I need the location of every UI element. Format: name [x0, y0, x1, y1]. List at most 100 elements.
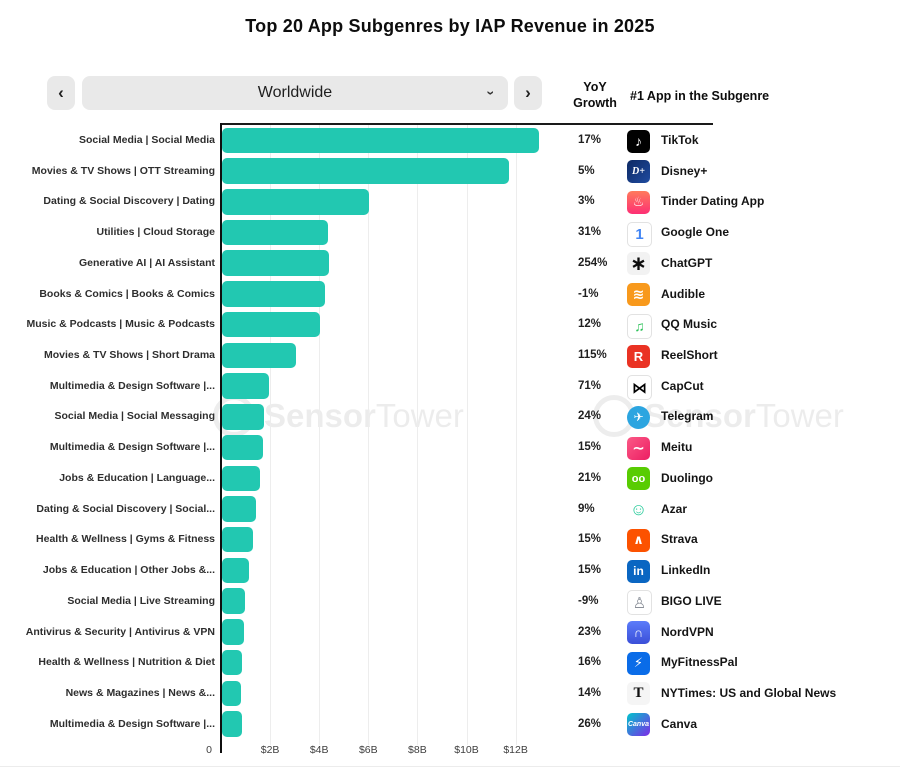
app-name: CapCut: [661, 378, 704, 393]
app-name: Canva: [661, 716, 698, 731]
x-tick-label: $12B: [503, 744, 528, 756]
yoy-growth-header: YoY Growth: [567, 79, 623, 111]
category-label: Health & Wellness | Nutrition & Diet: [38, 656, 215, 669]
app-name: QQ Music: [661, 317, 718, 332]
yoy-growth-header-line2: Growth: [573, 96, 617, 110]
tinder-icon: ♨: [627, 190, 650, 214]
yoy-growth-value: 17%: [578, 134, 602, 146]
category-label: Social Media | Social Messaging: [54, 410, 216, 423]
app-name: NYTimes: US and Global News: [661, 685, 837, 700]
revenue-bar: [222, 219, 328, 246]
revenue-bar: [222, 619, 245, 645]
revenue-bar: [222, 342, 296, 369]
reelshort-icon: R: [627, 344, 650, 368]
yoy-growth-value: 71%: [578, 379, 602, 392]
gridline: [319, 125, 321, 745]
region-selector[interactable]: Worldwide ›: [82, 76, 508, 110]
yoy-growth-value: 14%: [578, 686, 602, 699]
yoy-growth-value: 15%: [578, 441, 602, 454]
yoy-growth-value: 16%: [578, 656, 602, 669]
app-name: Meitu: [661, 440, 693, 455]
category-label: Health & Wellness | Gyms & Fitness: [36, 533, 215, 546]
gridline: [368, 125, 370, 745]
revenue-bar: [222, 158, 510, 184]
yoy-growth-value: 26%: [578, 717, 602, 730]
revenue-bar: [222, 680, 242, 707]
category-label: Movies & TV Shows | Short Drama: [44, 349, 215, 362]
duolingo-icon: oo: [627, 467, 650, 491]
category-label: Dating & Social Discovery | Dating: [43, 195, 215, 208]
google-one-icon: 1: [627, 221, 652, 247]
watermark-text-light: Tower: [375, 397, 464, 434]
revenue-bar: [222, 557, 249, 584]
app-name: Strava: [661, 532, 698, 547]
yoy-growth-value: 31%: [578, 226, 602, 239]
next-region-button[interactable]: ›: [514, 76, 542, 110]
yoy-growth-value: -9%: [578, 594, 599, 607]
app-name: Audible: [661, 286, 705, 301]
telegram-icon: ✈: [627, 405, 650, 429]
chart-top-border: [221, 123, 713, 125]
canva-icon: Canva: [627, 713, 650, 737]
x-tick-label: $4B: [309, 744, 329, 756]
revenue-bar: [222, 649, 243, 676]
revenue-bar: [222, 404, 264, 430]
category-label: News & Magazines | News &...: [65, 686, 215, 699]
app-name: BIGO LIVE: [661, 593, 722, 608]
page-title: Top 20 App Subgenres by IAP Revenue in 2…: [245, 16, 655, 36]
linkedin-icon: in: [627, 559, 650, 583]
region-selector-value: Worldwide: [257, 84, 333, 101]
tiktok-icon: ♪: [627, 129, 650, 153]
category-label: Social Media | Live Streaming: [67, 594, 215, 607]
app-name: Disney+: [661, 163, 708, 178]
revenue-bar: [222, 189, 370, 215]
top-app-header: #1 App in the Subgenre: [630, 89, 770, 103]
app-name: TikTok: [661, 133, 699, 147]
revenue-bar: [222, 526, 253, 553]
revenue-bar: [222, 281, 326, 307]
yoy-growth-value: 3%: [578, 195, 595, 208]
revenue-bar: [222, 373, 269, 399]
app-name: LinkedIn: [661, 563, 711, 578]
app-name: NordVPN: [661, 624, 714, 639]
bigo-live-icon: ♙: [627, 590, 652, 616]
bottom-divider: [0, 766, 900, 767]
yoy-growth-value: -1%: [578, 287, 599, 300]
chevron-down-icon: ›: [483, 90, 500, 96]
yoy-growth-value: 115%: [578, 349, 607, 362]
nordvpn-icon: ∩: [627, 621, 650, 645]
category-label: Social Media | Social Media: [79, 134, 215, 146]
category-label: Multimedia & Design Software |...: [49, 717, 215, 730]
myfitnesspal-icon: ⚡: [627, 651, 650, 675]
category-label: Movies & TV Shows | OTT Streaming: [31, 164, 215, 177]
revenue-bar: [222, 711, 242, 737]
chevron-left-icon: ‹: [58, 83, 64, 102]
yoy-growth-value: 5%: [578, 164, 595, 177]
x-tick-label: 0: [206, 744, 212, 756]
category-label: Books & Comics | Books & Comics: [39, 287, 215, 300]
gridline: [270, 125, 272, 745]
yoy-growth-value: 21%: [578, 471, 602, 484]
yoy-growth-header-line1: YoY: [583, 80, 607, 94]
yoy-growth-value: 15%: [578, 533, 602, 546]
app-name: Tinder Dating App: [661, 194, 765, 209]
previous-region-button[interactable]: ‹: [47, 76, 75, 110]
watermark-text-light: Tower: [755, 397, 844, 434]
yoy-growth-value: 9%: [578, 502, 595, 515]
strava-icon: ∧: [627, 528, 650, 552]
app-name: Duolingo: [661, 470, 713, 485]
yoy-growth-value: 24%: [578, 410, 602, 423]
disney-plus-icon: D+: [627, 160, 650, 184]
chevron-right-icon: ›: [525, 83, 531, 102]
app-name: Azar: [661, 501, 688, 516]
meitu-icon: ∼: [627, 436, 650, 460]
category-label: Music & Podcasts | Music & Podcasts: [26, 318, 216, 331]
revenue-bar: [222, 127, 539, 154]
category-label: Jobs & Education | Other Jobs &...: [42, 564, 215, 577]
category-label: Multimedia & Design Software |...: [49, 441, 215, 454]
azar-icon: ☺: [627, 498, 650, 522]
yoy-growth-value: 254%: [578, 256, 608, 269]
revenue-bar: [222, 311, 321, 338]
audible-icon: ≋: [627, 283, 650, 307]
